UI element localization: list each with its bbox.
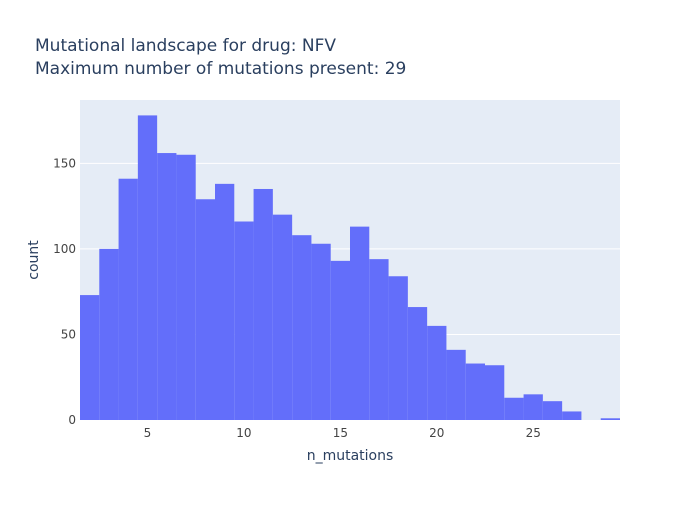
histogram-bar[interactable] xyxy=(118,178,138,420)
histogram-bar[interactable] xyxy=(465,363,485,420)
x-tick-label: 10 xyxy=(236,426,251,440)
histogram-bar[interactable] xyxy=(99,248,119,420)
y-axis-label: count xyxy=(26,240,42,280)
y-tick-label: 100 xyxy=(53,242,76,256)
histogram-bar[interactable] xyxy=(292,235,312,420)
histogram-bar[interactable] xyxy=(504,397,524,420)
histogram-bar[interactable] xyxy=(523,394,543,420)
histogram-bar[interactable] xyxy=(485,365,505,420)
x-tick-label: 25 xyxy=(526,426,541,440)
histogram-bar[interactable] xyxy=(369,259,389,420)
chart-title-line-2: Maximum number of mutations present: 29 xyxy=(35,59,406,79)
histogram-bar[interactable] xyxy=(253,188,273,420)
x-tick-label: 20 xyxy=(429,426,444,440)
histogram-bar[interactable] xyxy=(137,115,158,421)
chart-title-line-1: Mutational landscape for drug: NFV xyxy=(35,36,336,56)
histogram-bar[interactable] xyxy=(176,154,196,421)
histogram-bar[interactable] xyxy=(80,295,100,420)
histogram-bar[interactable] xyxy=(215,183,235,420)
histogram-bar[interactable] xyxy=(350,226,370,420)
histogram-bar[interactable] xyxy=(407,307,428,420)
histogram-bar[interactable] xyxy=(157,153,177,420)
y-tick-label: 150 xyxy=(53,156,76,170)
histogram-bar[interactable] xyxy=(311,243,331,420)
y-tick-label: 0 xyxy=(68,413,76,427)
histogram-bar[interactable] xyxy=(446,349,466,420)
x-tick-label: 15 xyxy=(333,426,348,440)
histogram-bar[interactable] xyxy=(600,418,620,420)
histogram-bar[interactable] xyxy=(562,411,582,420)
histogram-bar[interactable] xyxy=(330,260,350,420)
x-tick-label: 5 xyxy=(144,426,152,440)
histogram-bars xyxy=(80,115,620,421)
y-axis-ticks: 0 50 100 150 xyxy=(53,156,76,427)
y-tick-label: 50 xyxy=(61,327,76,341)
x-axis-label: n_mutations xyxy=(307,448,394,464)
histogram-bar[interactable] xyxy=(234,221,254,420)
histogram-bar[interactable] xyxy=(195,199,215,420)
x-axis-ticks: 5 10 15 20 25 xyxy=(144,426,541,440)
histogram-bar[interactable] xyxy=(427,325,447,420)
histogram-bar[interactable] xyxy=(542,401,563,420)
histogram-bar[interactable] xyxy=(388,276,408,420)
histogram-bar[interactable] xyxy=(272,214,293,420)
